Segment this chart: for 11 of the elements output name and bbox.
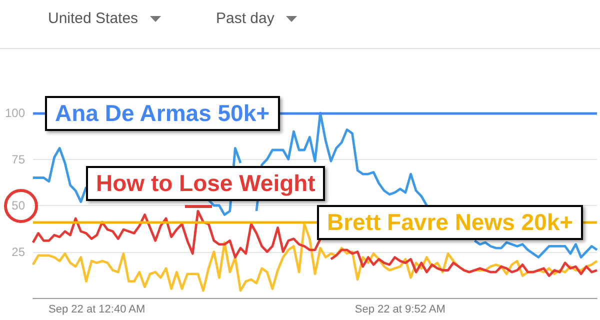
y-tick-label: 100: [4, 106, 26, 120]
ref-line-label: Ana De Armas 50k+: [45, 96, 280, 130]
y-tick-label: 25: [12, 244, 26, 259]
x-tick-label: Sep 22 at 9:52 AM: [354, 304, 446, 316]
y-tick-label: 50: [12, 198, 26, 212]
y-tick-label: 75: [12, 152, 26, 166]
ref-line-label: Brett Favre News 20k+: [317, 204, 584, 240]
x-tick-label: Sep 22 at 12:40 AM: [48, 304, 146, 316]
text: United States: [48, 10, 138, 27]
annotation: How to Lose Weight: [86, 166, 326, 201]
text: Past day: [216, 10, 274, 27]
